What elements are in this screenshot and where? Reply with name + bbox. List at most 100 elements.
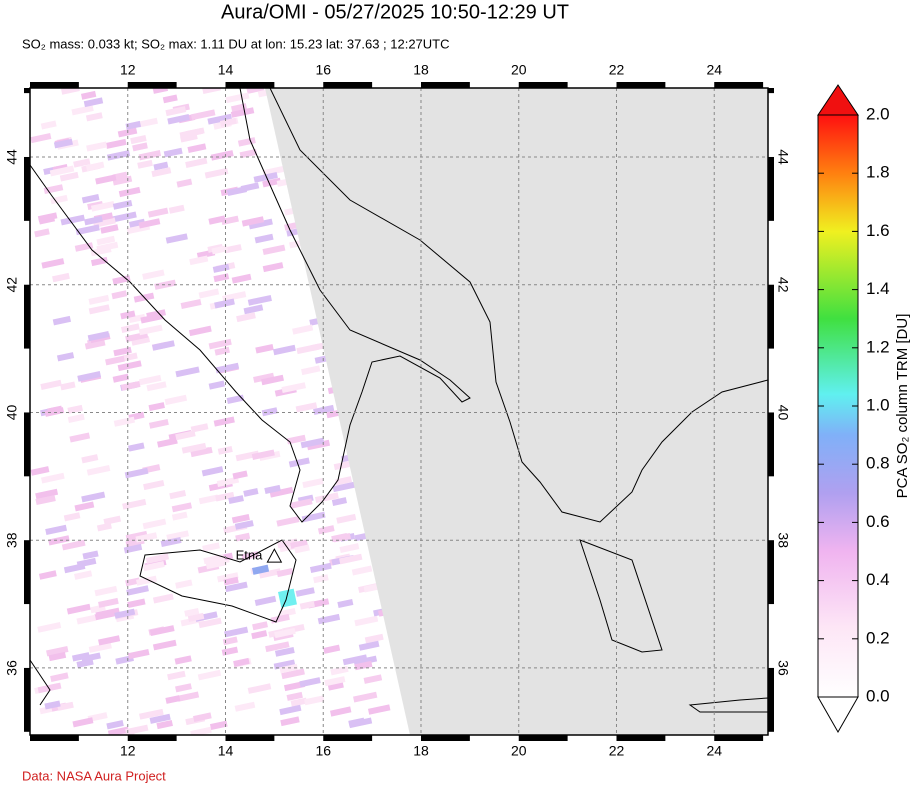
pixel (59, 171, 79, 182)
pixel (252, 564, 270, 575)
pixel (348, 717, 365, 727)
pixel (214, 298, 235, 309)
pixel (74, 501, 95, 512)
frame-bar (768, 540, 774, 605)
pixel (46, 646, 69, 657)
pixel (171, 511, 188, 521)
pixel (304, 695, 325, 706)
pixel (139, 708, 164, 720)
pixel (57, 701, 74, 711)
pixel (189, 255, 209, 266)
pixel (289, 498, 313, 509)
pixel (50, 194, 68, 205)
pixel (279, 704, 302, 716)
colorbar (817, 114, 859, 698)
pixel (73, 158, 91, 168)
pixel (175, 579, 193, 589)
pixel (132, 142, 148, 152)
colorbar-tick-label: 0.4 (866, 570, 890, 589)
pixel (34, 228, 50, 238)
pixel (324, 676, 346, 687)
pixel (165, 106, 187, 117)
pixel (313, 574, 329, 584)
subtitle: SO₂ mass: 0.033 kt; SO₂ max: 1.11 DU at … (22, 36, 450, 51)
pixel (165, 695, 181, 704)
pixel (351, 565, 373, 576)
frame-bar (24, 412, 30, 477)
pixel (112, 211, 137, 223)
pixel (52, 315, 72, 326)
pixel (61, 88, 80, 95)
pixel (342, 654, 368, 666)
pixel (128, 218, 146, 228)
pixel (203, 553, 225, 565)
pixel (214, 346, 230, 356)
pixel (243, 304, 264, 315)
pixel (152, 639, 177, 651)
frame-bar (127, 82, 177, 88)
pixel (56, 352, 75, 362)
colorbar-tick-label: 1.6 (866, 221, 890, 240)
pixel (333, 460, 352, 471)
frame-bar (714, 82, 764, 88)
colorbar-tick-label: 1.0 (866, 395, 890, 414)
pixel (264, 484, 281, 494)
x-tick-label: 16 (315, 62, 331, 78)
pixel (165, 233, 188, 244)
x-tick-label: 24 (706, 62, 722, 78)
pixel (290, 539, 308, 549)
pixel (187, 612, 205, 623)
pixel (153, 161, 169, 171)
pixel (45, 524, 68, 535)
pixel (208, 380, 225, 390)
pixel (281, 668, 305, 680)
pixel (49, 165, 75, 177)
colorbar-tick-label: 1.8 (866, 163, 890, 182)
x-tick-label: 22 (609, 62, 625, 78)
pixel (138, 374, 162, 386)
pixel (301, 365, 321, 376)
pixel (317, 613, 341, 625)
pixel (137, 117, 158, 128)
pixel (112, 171, 128, 181)
pixel (167, 114, 190, 125)
colorbar-min-cap (817, 696, 859, 734)
pixel (247, 683, 272, 694)
pixel (105, 138, 127, 149)
colorbar-tick-label: 0.2 (866, 628, 890, 647)
pixel (120, 323, 140, 333)
pixel (106, 150, 131, 161)
pixel (131, 336, 151, 346)
pixel (88, 294, 110, 305)
pixel (336, 513, 357, 524)
frame-bar (420, 735, 470, 741)
pixel (98, 597, 119, 608)
pixel (204, 167, 229, 179)
colorbar-tick-label: 1.2 (866, 337, 890, 356)
pixel (145, 553, 170, 564)
pixel (118, 186, 141, 198)
colorbar-tick-label: 1.4 (866, 279, 890, 298)
pixel (224, 581, 248, 593)
pixel (279, 663, 299, 674)
frame-bar (24, 156, 30, 221)
colorbar-tick-label: 0.8 (866, 454, 890, 473)
pixel (197, 669, 222, 681)
pixel (248, 218, 273, 230)
pixel (235, 532, 251, 542)
pixel (75, 224, 100, 236)
pixel (201, 466, 224, 477)
pixel (188, 325, 212, 337)
pixel (175, 366, 200, 378)
pixel (143, 479, 165, 491)
pixel (276, 567, 294, 578)
pixel (253, 171, 278, 183)
frame-bar (127, 735, 177, 741)
frame-bar (30, 82, 79, 88)
pixel (103, 515, 122, 526)
frame-bar (30, 735, 79, 741)
pixel (274, 646, 295, 657)
pixel (314, 492, 339, 504)
pixel (69, 432, 91, 443)
x-tick-label: 18 (413, 743, 429, 759)
